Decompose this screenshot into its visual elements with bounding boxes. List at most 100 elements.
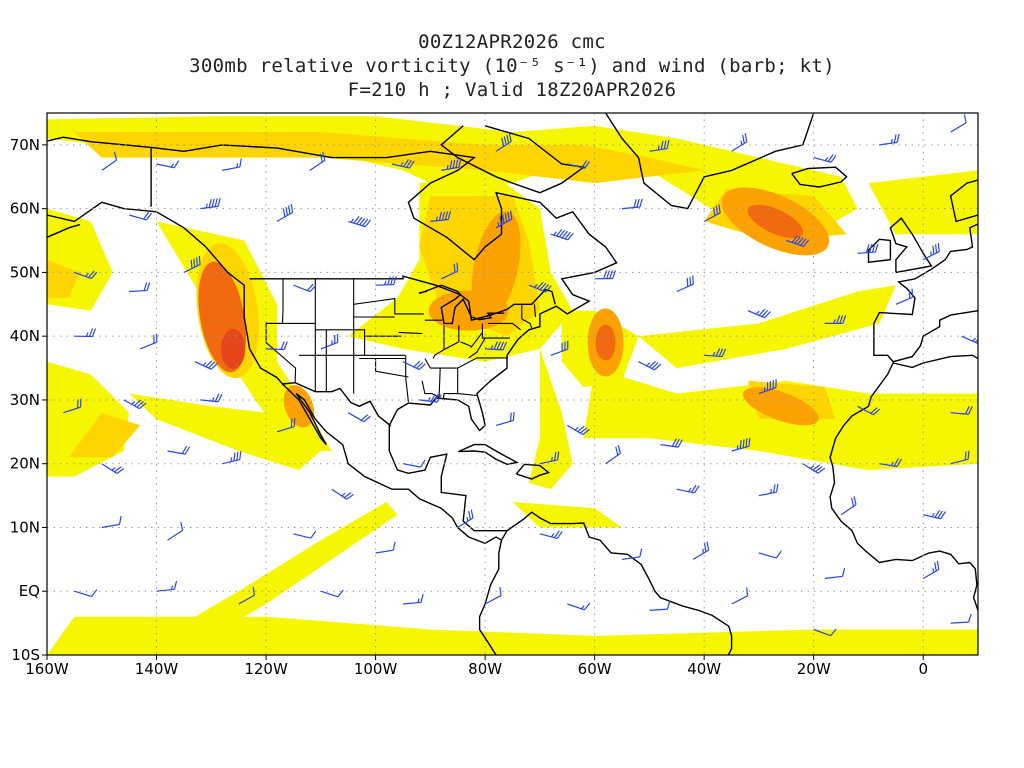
wind-barb-feather xyxy=(217,197,221,207)
longitude-labels: 160W 140W 120W 100W 80W 60W 40W 20W 0 xyxy=(25,655,928,678)
wind-barb-feather xyxy=(745,438,748,448)
wind-barb xyxy=(391,159,415,169)
wind-barb xyxy=(703,204,721,222)
wind-barb-feather xyxy=(214,198,218,207)
wind-barb-feather xyxy=(693,485,700,494)
wind-barb-feather xyxy=(583,602,591,611)
wind-barb-feather xyxy=(674,438,680,447)
wind-barb-half-feather xyxy=(435,216,439,221)
wind-barb-shaft xyxy=(101,159,117,171)
wind-barb xyxy=(419,393,442,403)
y-tick-label: 10S xyxy=(11,646,40,664)
wind-barb-shaft xyxy=(824,575,843,580)
wind-barb-feather xyxy=(430,393,436,402)
wind-barb-feather xyxy=(438,212,443,221)
wind-barb-shaft xyxy=(309,159,326,171)
wind-barb-feather xyxy=(456,262,459,272)
wind-barb-feather xyxy=(764,311,771,319)
wind-barb-feather xyxy=(208,361,216,369)
wind-barb xyxy=(857,405,881,416)
wind-barb-feather xyxy=(502,214,505,224)
wind-barb-half-feather xyxy=(551,533,555,538)
wind-barb-feather xyxy=(775,379,777,388)
wind-barb-feather xyxy=(690,484,697,493)
wind-barb-feather xyxy=(963,114,967,123)
wind-barb xyxy=(539,530,563,540)
wind-barb xyxy=(457,509,474,529)
wind-barb-feather xyxy=(715,205,719,215)
wind-barb-feather xyxy=(503,136,507,145)
coast-alaska-islands xyxy=(47,223,81,238)
wind-barb xyxy=(539,451,560,465)
wind-barb-feather xyxy=(775,483,779,493)
wind-barb-feather xyxy=(715,348,721,357)
wind-barb xyxy=(293,530,317,539)
vorticity-band-baja xyxy=(129,393,321,471)
coast-greenland xyxy=(601,113,815,210)
coast-britain xyxy=(889,217,933,274)
wind-barb-feather xyxy=(447,211,452,220)
wind-barb-feather xyxy=(116,467,125,474)
x-tick-label: 100W xyxy=(354,660,398,678)
wind-barb-feather xyxy=(153,334,155,344)
wind-barb-feather xyxy=(654,363,662,371)
wind-barb-feather xyxy=(290,203,294,213)
wind-barb-feather xyxy=(935,244,938,253)
wind-barb-feather xyxy=(239,158,242,168)
wind-barb-feather xyxy=(689,276,692,286)
wind-barb-feather xyxy=(334,334,336,344)
x-tick-label: 120W xyxy=(244,660,288,678)
wind-barb-feather xyxy=(452,159,456,169)
wind-barb-feather xyxy=(285,206,288,216)
wind-barbs xyxy=(63,114,978,637)
wind-barb-feather xyxy=(830,154,837,163)
wind-barb-shaft xyxy=(375,549,394,554)
wind-barb-half-feather xyxy=(211,397,215,402)
x-tick-label: 40W xyxy=(687,660,721,678)
coastlines xyxy=(47,113,978,655)
wind-barb xyxy=(320,589,344,598)
wind-barb-feather xyxy=(455,159,459,168)
wind-barb-half-feather xyxy=(534,283,538,288)
wind-barb xyxy=(348,216,372,228)
state-boundary xyxy=(438,368,441,398)
wind-barb-feather xyxy=(870,407,878,414)
wind-barb-feather xyxy=(210,362,218,370)
wind-barb-shaft xyxy=(649,608,668,611)
wind-barb-shaft xyxy=(950,621,969,624)
wind-barb-feather xyxy=(542,284,550,292)
wind-barb-feather xyxy=(794,236,801,244)
wind-barb-feather xyxy=(718,348,724,357)
wind-barb-feather xyxy=(827,154,834,162)
wind-barb-half-feather xyxy=(85,272,89,277)
wind-barb-feather xyxy=(666,600,671,610)
wind-barb-feather xyxy=(836,315,841,324)
wind-barb-feather xyxy=(309,284,317,293)
wind-barb-feather xyxy=(364,219,372,228)
wind-barb xyxy=(441,158,462,171)
wind-barb-feather xyxy=(967,450,970,460)
wind-barb xyxy=(550,340,569,356)
wind-barb-feather xyxy=(539,282,547,291)
wind-barb xyxy=(961,335,978,345)
wind-barb-feather xyxy=(387,276,391,285)
wind-barb-half-feather xyxy=(930,251,932,256)
wind-barb xyxy=(786,235,810,247)
wind-barb-feather xyxy=(413,360,421,368)
wind-barb xyxy=(676,275,694,293)
wind-barb xyxy=(550,228,574,241)
wind-barb-feather xyxy=(567,340,569,350)
wind-barb-feather xyxy=(692,275,694,285)
wind-barb xyxy=(63,398,82,414)
wind-barb-half-feather xyxy=(446,165,449,170)
coast-cuba xyxy=(458,443,519,466)
wind-barb-feather xyxy=(744,133,748,142)
wind-barb-feather xyxy=(772,380,774,389)
wind-barb-feather xyxy=(612,270,617,279)
wind-barb-shaft xyxy=(320,341,338,350)
vorticity-band-venezuela xyxy=(512,502,622,528)
wind-barb-feather xyxy=(346,493,355,500)
wind-barb-feather xyxy=(198,255,201,265)
wind-barb-feather xyxy=(190,259,193,269)
